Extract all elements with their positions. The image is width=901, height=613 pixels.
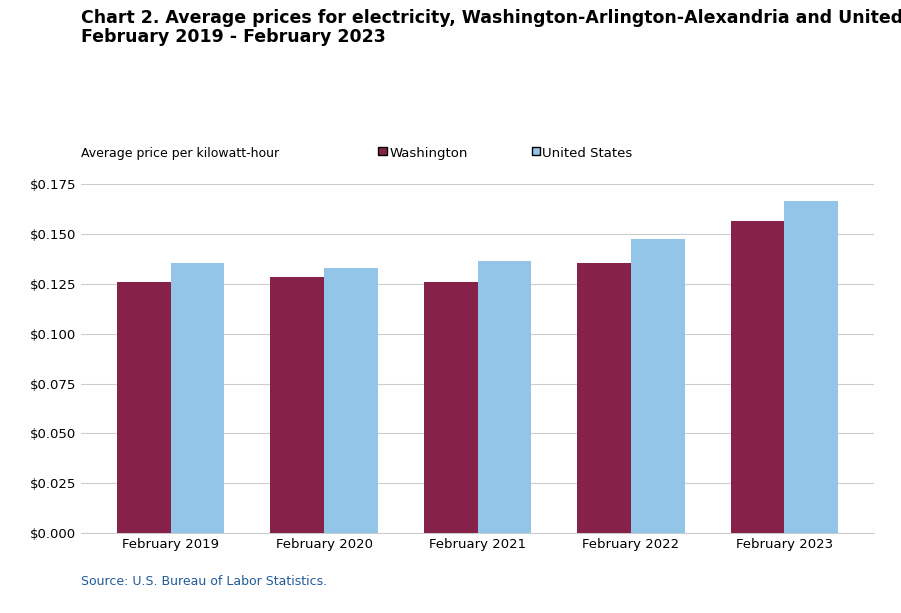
Bar <box>731 221 784 533</box>
Bar <box>784 201 838 533</box>
Text: Average price per kilowatt-hour: Average price per kilowatt-hour <box>81 147 279 160</box>
Text: Chart 2. Average prices for electricity, Washington-Arlington-Alexandria and Uni: Chart 2. Average prices for electricity,… <box>81 9 901 27</box>
Bar <box>578 263 631 533</box>
Bar <box>117 281 171 533</box>
Bar <box>171 263 224 533</box>
Bar <box>478 261 532 533</box>
Text: United States: United States <box>542 147 633 160</box>
Bar <box>270 276 324 533</box>
Bar <box>423 282 478 533</box>
Text: February 2019 - February 2023: February 2019 - February 2023 <box>81 28 386 45</box>
Bar <box>631 239 685 533</box>
Bar <box>324 268 378 533</box>
Text: Washington: Washington <box>389 147 468 160</box>
Text: Source: U.S. Bureau of Labor Statistics.: Source: U.S. Bureau of Labor Statistics. <box>81 576 327 588</box>
